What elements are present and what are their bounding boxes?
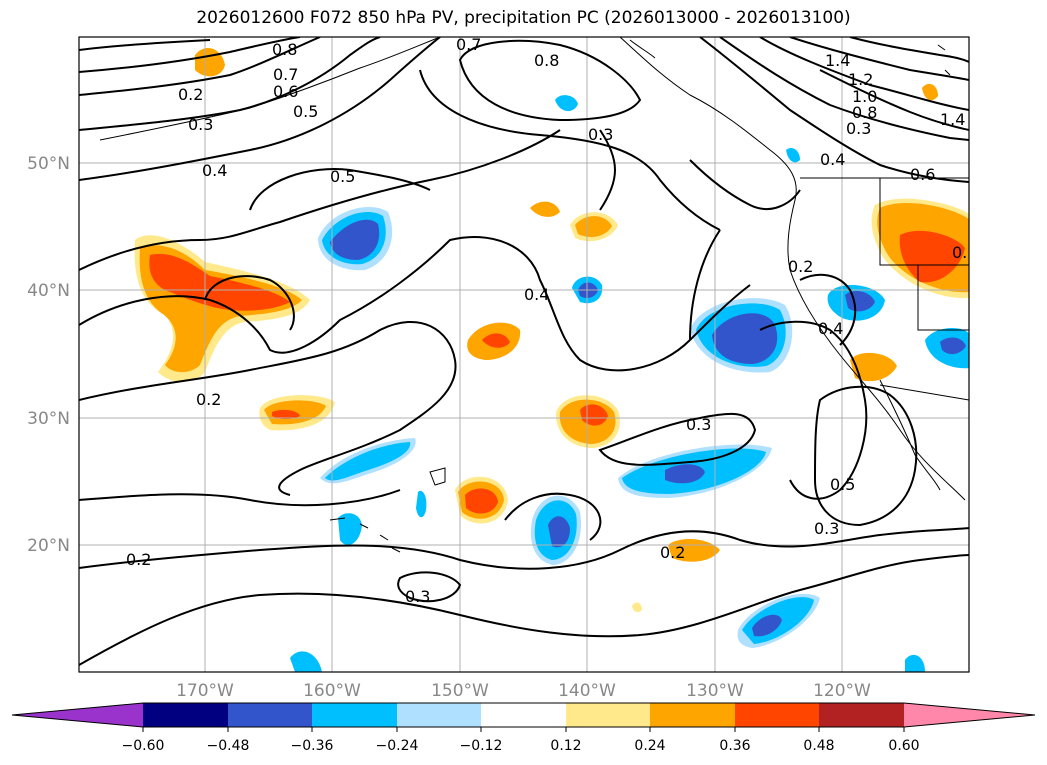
colorbar-segment — [650, 703, 735, 727]
colorbar-tick-label: 0.12 — [550, 738, 581, 754]
colorbar-tick-label: 0.24 — [634, 738, 665, 754]
colorbar-tick-label: −0.60 — [122, 738, 165, 754]
colorbar-tick-label: 0.48 — [803, 738, 834, 754]
contour-label: 1.0 — [852, 87, 877, 106]
contour-label: 0.2 — [660, 543, 685, 562]
precip-negative-area — [712, 313, 778, 364]
lat-labels: 50°N 40°N 30°N 20°N — [27, 154, 70, 556]
contour-label: 0.3 — [405, 587, 430, 606]
contour-label: 0.2 — [126, 550, 151, 569]
colorbar-segment — [228, 703, 312, 727]
lon-label: 130°W — [686, 681, 744, 701]
colorbar-segment — [312, 703, 397, 727]
contour-label: 0.2 — [196, 390, 221, 409]
contour-label: 0.2 — [178, 85, 203, 104]
contour-label: 0.2 — [788, 257, 813, 276]
contour-label: 0.3 — [814, 519, 839, 538]
lat-label: 50°N — [27, 154, 70, 174]
contour-label: 0.5 — [830, 475, 855, 494]
colorbar-tick-labels: −0.60 −0.48 −0.36 −0.24 −0.12 0.12 0.24 … — [122, 738, 920, 754]
precip-negative-area — [665, 464, 705, 484]
colorbar: −0.60 −0.48 −0.36 −0.24 −0.12 0.12 0.24 … — [11, 702, 1036, 754]
precip-negative-area — [338, 513, 362, 545]
lon-labels: 170°W 160°W 150°W 140°W 130°W 120°W — [176, 681, 871, 701]
precip-negative-area — [330, 219, 380, 260]
colorbar-ticks — [142, 727, 905, 732]
contour-label: 0.3 — [686, 415, 711, 434]
lon-label: 160°W — [303, 681, 361, 701]
contour-label: 0.4 — [202, 161, 227, 180]
precip-negative-area — [940, 337, 966, 355]
contour-label: 0.7 — [456, 35, 481, 54]
precip-positive-area — [632, 602, 642, 613]
lon-label: 140°W — [558, 681, 616, 701]
contour-label: 0.3 — [588, 125, 613, 144]
contour-label: 0.3 — [846, 119, 871, 138]
contour-label: 0.6 — [910, 165, 935, 184]
contour-label: 0.4 — [818, 319, 843, 338]
colorbar-tick-label: 0.36 — [719, 738, 750, 754]
lon-label: 170°W — [176, 681, 234, 701]
contour-label: 1.4 — [825, 51, 850, 70]
precip-positive-area — [465, 488, 498, 514]
precip-negative-area — [325, 442, 411, 481]
colorbar-segment — [819, 703, 904, 727]
colorbar-segment — [481, 703, 566, 727]
precip-negative-area — [555, 95, 578, 112]
precip-positive-area — [850, 352, 897, 382]
contour-label: 0.3 — [952, 243, 977, 262]
colorbar-segment — [397, 703, 481, 727]
colorbar-segment — [143, 703, 228, 727]
colorbar-tick-label: 0.60 — [888, 738, 919, 754]
colorbar-tick-label: −0.48 — [207, 738, 250, 754]
contour-label: 0.4 — [524, 285, 549, 304]
precip-negative-area — [786, 148, 800, 163]
colorbar-extend-high — [904, 703, 1035, 727]
contour-label: 0.8 — [272, 40, 297, 59]
precip-negative-area — [548, 516, 570, 548]
map-title: 2026012600 F072 850 hPa PV, precipitatio… — [196, 8, 851, 28]
lat-label: 30°N — [27, 409, 70, 429]
precip-negative-area — [416, 490, 427, 518]
precip-negative-area — [290, 651, 322, 672]
map-border — [78, 36, 970, 673]
colorbar-segment — [566, 703, 650, 727]
precip-negative-area — [752, 614, 782, 637]
precip-positive-area — [575, 216, 612, 238]
contour-label: 1.2 — [848, 70, 873, 89]
contour-label: 0.8 — [534, 51, 559, 70]
contour-label: 0.4 — [820, 150, 845, 169]
precip-positive-area — [530, 201, 560, 217]
colorbar-tick-label: −0.36 — [291, 738, 334, 754]
map-background — [79, 37, 969, 672]
lat-label: 20°N — [27, 536, 70, 556]
precip-shading — [134, 47, 969, 672]
precip-positive-area — [922, 83, 938, 101]
pv-contours — [79, 37, 969, 666]
lon-label: 120°W — [813, 681, 871, 701]
contour-label: 0.7 — [273, 65, 298, 84]
coastlines — [99, 37, 969, 553]
contour-label: 0.6 — [273, 82, 298, 101]
colorbar-segment — [735, 703, 819, 727]
contour-label: 0.3 — [188, 115, 213, 134]
precip-positive-area — [272, 409, 300, 419]
colorbar-tick-label: −0.24 — [376, 738, 419, 754]
precip-positive-area — [899, 230, 965, 283]
contour-label: 0.5 — [293, 102, 318, 121]
contour-label: 0.8 — [852, 103, 877, 122]
colorbar-extend-low — [12, 703, 143, 727]
lat-label: 40°N — [27, 281, 70, 301]
precip-positive-area — [482, 333, 510, 348]
colorbar-tick-label: −0.12 — [460, 738, 503, 754]
contour-label: 0.5 — [330, 167, 355, 186]
precip-negative-area — [905, 654, 925, 672]
contour-labels: 0.8 0.7 0.6 0.5 0.2 0.3 0.4 0.7 0.8 1.4 … — [126, 35, 977, 606]
contour-label: 1.4 — [940, 110, 965, 129]
lon-label: 150°W — [431, 681, 489, 701]
